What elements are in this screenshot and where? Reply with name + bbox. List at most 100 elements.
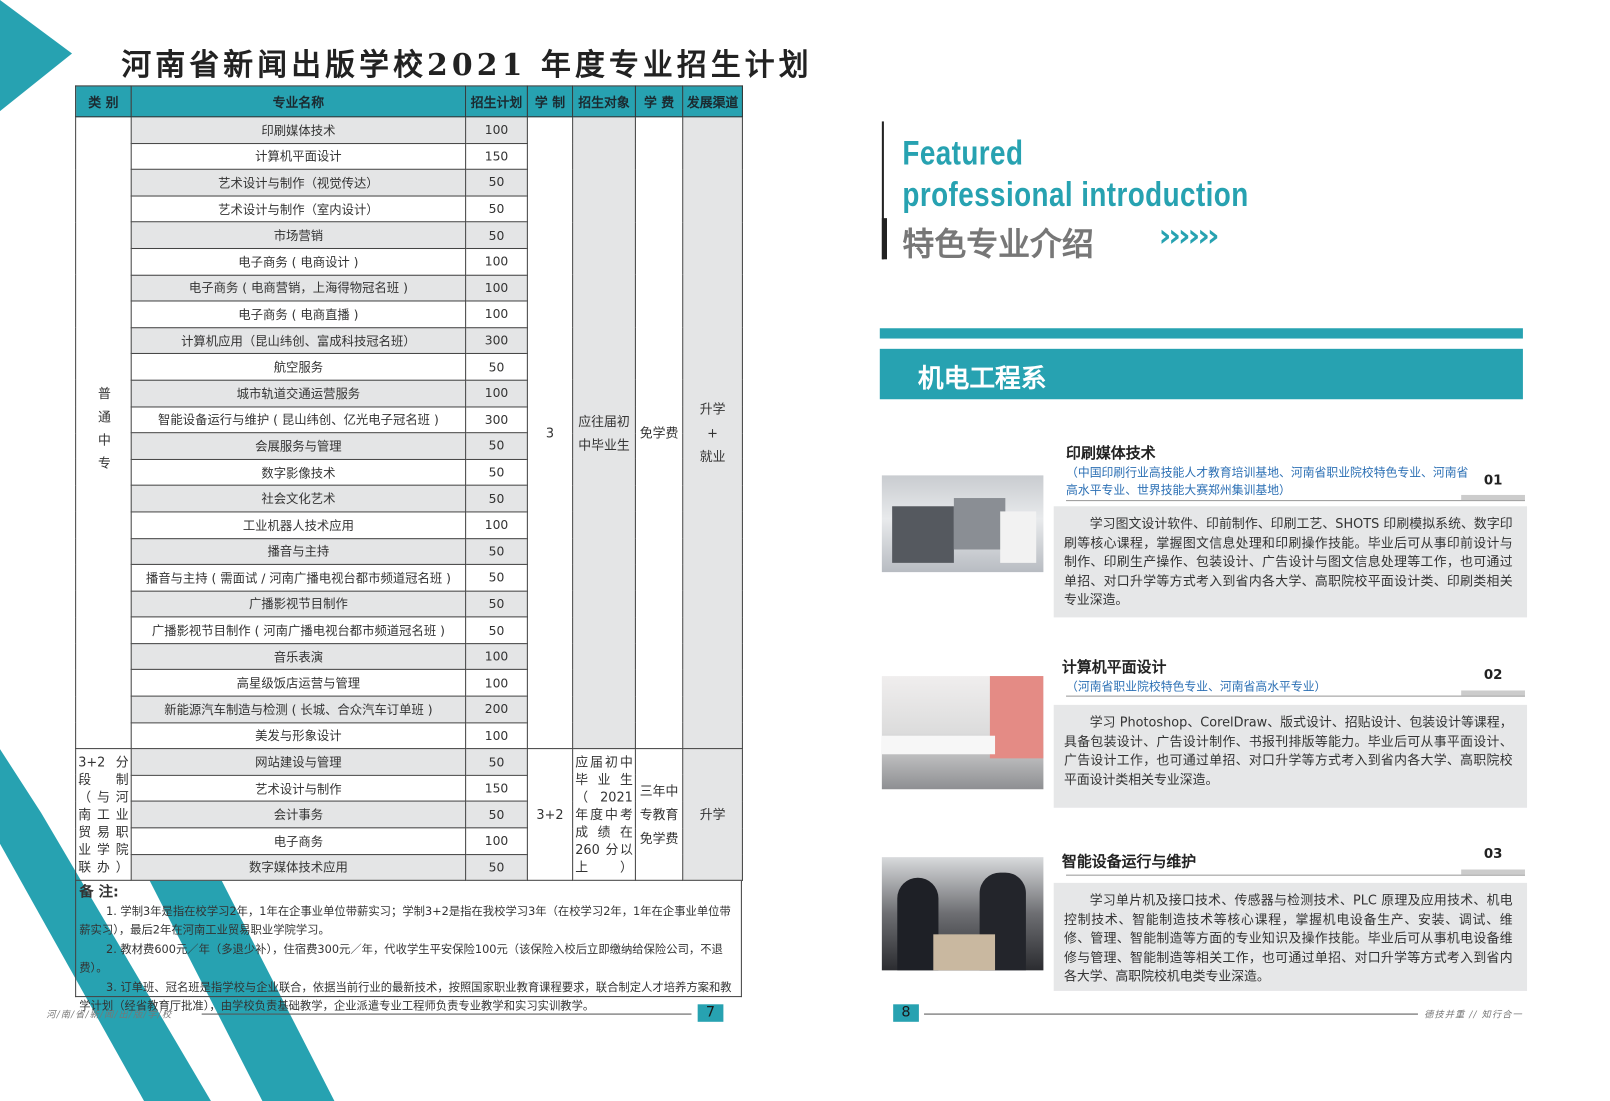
major-name-cell: 电子商务 <box>130 827 467 855</box>
notes-box: 备 注: 1. 学制3年是指在校学习2年，1年在企事业单位带薪实习；学制3+2是… <box>75 880 742 1013</box>
major-name-cell: 工业机器人技术应用 <box>130 511 467 539</box>
page-number-right: 8 <box>893 1004 919 1022</box>
header-target-students: 招生对象 <box>572 85 636 118</box>
table-row: 电子商务 ( 电商直播 ) 100 <box>76 300 743 328</box>
major-description: 学习单片机及接口技术、传感器与检测技术、PLC 原理及应用技术、机电控制技术、智… <box>1063 892 1513 985</box>
table-row: 计算机应用（昆山纬创、富成科技冠名班） 300 <box>76 326 743 355</box>
table-row: 市场营销 50 <box>76 221 743 249</box>
right-footer-text: 德技并重 // 知行合一 <box>1424 1010 1523 1021</box>
major-name-cell: 美发与形象设计 <box>130 722 467 750</box>
quota-cell: 300 <box>465 405 528 434</box>
major-name-cell: 新能源汽车制造与检测 ( 长城、合众汽车订单班 ) <box>130 695 467 724</box>
major-description: 学习图文设计软件、印前制作、印刷工艺、SHOTS 印刷模拟系统、数字印刷等核心课… <box>1063 515 1513 608</box>
chevrons-icon: ›››››› <box>1158 218 1220 255</box>
quota-cell: 50 <box>465 484 528 513</box>
table-row: 音乐表演 100 <box>76 643 743 671</box>
quota-cell: 200 <box>465 695 528 724</box>
divider <box>1066 500 1525 502</box>
quota-cell: 100 <box>465 643 528 671</box>
quota-cell: 100 <box>465 247 528 276</box>
major-name-cell: 智能设备运行与维护 ( 昆山纬创、亿光电子冠名班 ) <box>130 405 467 434</box>
table-row: 艺术设计与制作（视觉传达） 50 <box>76 168 743 197</box>
diagonal-stripe-1 <box>0 749 211 1101</box>
heading-rule <box>881 121 884 260</box>
major-title: 计算机平面设计 <box>1061 659 1167 677</box>
quota-cell: 150 <box>465 774 528 803</box>
major-name-cell: 艺术设计与制作（视觉传达） <box>130 168 467 197</box>
major-name-cell: 计算机平面设计 <box>130 142 467 170</box>
major-name-cell: 网站建设与管理 <box>130 748 467 776</box>
heading-en-2: professional introduction <box>902 174 1249 214</box>
header-enrollment-quota: 招生计划 <box>465 85 528 118</box>
quota-cell: 100 <box>465 511 528 539</box>
header-category: 类 别 <box>75 85 132 118</box>
major-number: 03 <box>1483 846 1503 863</box>
quota-cell: 50 <box>465 458 528 487</box>
major-name-cell: 城市轨道交通运营服务 <box>130 379 467 407</box>
table-row: 工业机器人技术应用 100 <box>76 511 743 539</box>
quota-cell: 300 <box>465 326 528 355</box>
divider <box>1066 874 1525 876</box>
footer-divider <box>201 1013 692 1015</box>
major-name-cell: 印刷媒体技术 <box>130 116 467 144</box>
major-title: 印刷媒体技术 <box>1066 445 1156 463</box>
major-name-cell: 艺术设计与制作（室内设计） <box>130 195 467 223</box>
category-cell: 3+2 分段制（与河南工业贸易职业学院联办） <box>75 748 132 882</box>
computer-lab-photo <box>881 676 1044 790</box>
quota-cell: 50 <box>465 801 528 829</box>
major-name-cell: 广播影视节目制作 ( 河南广播电视台都市频道冠名班 ) <box>130 616 467 645</box>
note-item: 3. 订单班、冠名班是指学校与企业联合，依据当前行业的最新技术，按照国家职业教育… <box>79 980 732 1013</box>
table-row: 社会文化艺术 50 <box>76 484 743 513</box>
quota-cell: 50 <box>465 195 528 223</box>
major-description-box: 学习 Photoshop、CorelDraw、版式设计、招贴设计、包装设计等课程… <box>1053 704 1528 808</box>
quota-cell: 100 <box>465 274 528 302</box>
major-name-cell: 会展服务与管理 <box>130 432 467 460</box>
enrollment-table: 类 别专业名称 招生计划学 制招生对象学 费发展渠道 普通中专 印刷媒体技术 100 3… <box>75 85 743 882</box>
heading-rule-accent <box>881 218 887 260</box>
tuition-cell: 三年中专教育免学费 <box>634 748 684 882</box>
printing-lab-photo <box>881 475 1044 573</box>
major-name-cell: 播音与主持 <box>130 537 467 566</box>
header-tuition: 学 费 <box>634 85 684 118</box>
major-description-box: 学习图文设计软件、印前制作、印刷工艺、SHOTS 印刷模拟系统、数字印刷等核心课… <box>1053 506 1528 618</box>
major-name-cell: 会计事务 <box>130 801 467 829</box>
table-row: 广播影视节目制作 ( 河南广播电视台都市频道冠名班 ) 50 <box>76 616 743 645</box>
table-header-row: 类 别专业名称 招生计划学 制招生对象学 费发展渠道 <box>75 85 743 118</box>
number-bar <box>1461 869 1525 875</box>
major-description: 学习 Photoshop、CorelDraw、版式设计、招贴设计、包装设计等课程… <box>1063 714 1513 787</box>
header-pathway: 发展渠道 <box>682 85 743 118</box>
quota-cell: 50 <box>465 221 528 249</box>
major-name-cell: 艺术设计与制作 <box>130 774 467 803</box>
quota-cell: 100 <box>465 722 528 750</box>
diagonal-stripe-2 <box>149 879 335 1101</box>
major-name-cell: 计算机应用（昆山纬创、富成科技冠名班） <box>130 326 467 355</box>
quota-cell: 50 <box>465 168 528 197</box>
table-row: 艺术设计与制作 150 <box>76 774 743 803</box>
table-row: 电子商务 ( 电商设计 ) 100 <box>76 247 743 276</box>
quota-cell: 50 <box>465 748 528 776</box>
table-row: 数字媒体技术应用 50 <box>76 853 743 882</box>
table-row: 数字影像技术 50 <box>76 458 743 487</box>
major-subtitle: （河南省职业院校特色专业、河南省高水平专业） <box>1066 679 1327 694</box>
quota-cell: 100 <box>465 379 528 407</box>
quota-cell: 100 <box>465 827 528 855</box>
pathway-cell: 升学 + 就业 <box>682 116 743 750</box>
note-item: 1. 学制3年是指在校学习2年，1年在企事业单位带薪实习；学制3+2是指在我校学… <box>79 903 731 937</box>
table-row: 播音与主持 ( 需面试 / 河南广播电视台都市频道冠名班 ) 50 <box>76 563 743 592</box>
quota-cell: 50 <box>465 353 528 381</box>
divider <box>1066 695 1525 697</box>
major-name-cell: 播音与主持 ( 需面试 / 河南广播电视台都市频道冠名班 ) <box>130 563 467 592</box>
number-bar <box>1461 690 1525 696</box>
table-row: 航空服务 50 <box>76 353 743 381</box>
header-duration: 学 制 <box>526 85 574 118</box>
major-name-cell: 广播影视节目制作 <box>130 590 467 618</box>
major-description-box: 学习单片机及接口技术、传感器与检测技术、PLC 原理及应用技术、机电控制技术、智… <box>1053 882 1528 991</box>
department-title: 机电工程系 <box>917 363 1047 394</box>
major-name-cell: 高星级饭店运营与管理 <box>130 669 467 697</box>
major-name-cell: 音乐表演 <box>130 643 467 671</box>
table-row: 3+2 分段制（与河南工业贸易职业学院联办） 网站建设与管理 50 3+2 应届初中毕业… <box>75 748 743 882</box>
major-subtitle: （中国印刷行业高技能人才教育培训基地、河南省职业院校特色专业、河南省高水平专业、… <box>1066 465 1469 497</box>
pathway-cell: 升学 <box>682 748 743 882</box>
footer-divider <box>924 1013 1418 1015</box>
